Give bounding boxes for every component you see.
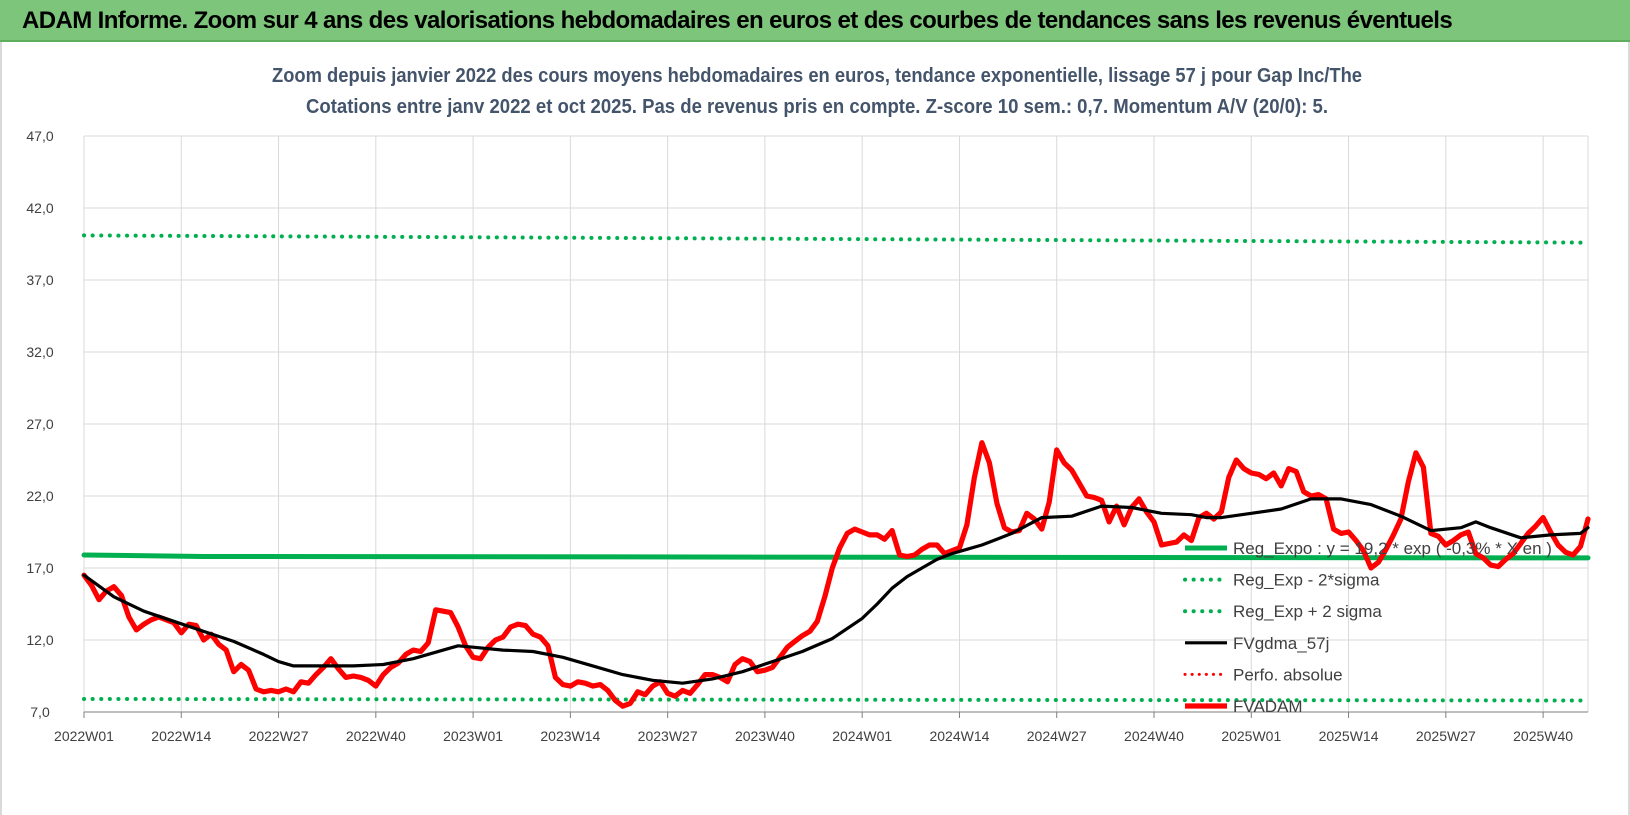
- legend: Reg_Expo : y = 19,2 * exp ( -0,3% * X en…: [1183, 539, 1552, 716]
- series-line-reg-exp-2-sigma: [82, 697, 1590, 703]
- legend-label: Reg_Expo : y = 19,2 * exp ( -0,3% * X en…: [1233, 539, 1552, 558]
- x-tick-label: 2023W40: [735, 728, 795, 744]
- x-tick-label: 2024W40: [1124, 728, 1184, 744]
- legend-label: Reg_Exp - 2*sigma: [1233, 571, 1380, 590]
- series-line-fvadam: [81, 440, 1591, 709]
- chart-frame: Zoom depuis janvier 2022 des cours moyen…: [0, 42, 1630, 815]
- series-line-reg-exp-2-sigma: [82, 233, 1590, 245]
- x-tick-label: 2023W01: [443, 728, 503, 744]
- y-axis: 7,0 12,0 17,0 22,0 27,0 32,0 37,0 42,0 47,0: [26, 128, 53, 720]
- y-tick-label: 22,0: [26, 488, 53, 504]
- x-tick-label: 2022W40: [346, 728, 406, 744]
- x-tick-label: 2024W14: [929, 728, 989, 744]
- report-title: ADAM Informe. Zoom sur 4 ans des valoris…: [22, 7, 1453, 34]
- y-tick-label: 37,0: [26, 272, 53, 288]
- report-banner: ADAM Informe. Zoom sur 4 ans des valoris…: [0, 0, 1630, 42]
- x-tick-label: 2024W01: [832, 728, 892, 744]
- legend-label: FVADAM: [1233, 697, 1303, 716]
- y-tick-label: 47,0: [26, 128, 53, 144]
- x-tick-label: 2025W40: [1513, 728, 1573, 744]
- x-tick-label: 2022W14: [151, 728, 211, 744]
- y-tick-label: 17,0: [26, 560, 53, 576]
- gridlines: [83, 135, 1589, 713]
- legend-label: Perfo. absolue: [1233, 665, 1343, 684]
- legend-label: Reg_Exp + 2 sigma: [1233, 602, 1382, 621]
- x-tick-label: 2025W14: [1319, 728, 1379, 744]
- legend-label: FVgdma_57j: [1233, 634, 1329, 653]
- x-tick-label: 2025W27: [1416, 728, 1476, 744]
- x-axis: 2022W01 2022W14 2022W27 2022W40 2023W01 2023W…: [54, 711, 1588, 744]
- x-tick-label: 2022W27: [249, 728, 309, 744]
- y-tick-label: 7,0: [30, 704, 50, 720]
- y-tick-label: 12,0: [26, 632, 53, 648]
- x-tick-label: 2023W14: [540, 728, 600, 744]
- series-line-reg-expo: [81, 552, 1591, 561]
- chart-subtitle: Cotations entre janv 2022 et oct 2025. P…: [306, 96, 1328, 118]
- series-line-fvgdma-57j: [82, 497, 1590, 685]
- x-tick-label: 2025W01: [1221, 728, 1281, 744]
- x-tick-label: 2023W27: [638, 728, 698, 744]
- series-group: [81, 233, 1591, 709]
- valuation-chart: Zoom depuis janvier 2022 des cours moyen…: [26, 65, 1591, 744]
- x-tick-label: 2022W01: [54, 728, 114, 744]
- y-tick-label: 32,0: [26, 344, 53, 360]
- chart-title: Zoom depuis janvier 2022 des cours moyen…: [272, 65, 1362, 87]
- y-tick-label: 42,0: [26, 200, 53, 216]
- y-tick-label: 27,0: [26, 416, 53, 432]
- x-tick-label: 2024W27: [1027, 728, 1087, 744]
